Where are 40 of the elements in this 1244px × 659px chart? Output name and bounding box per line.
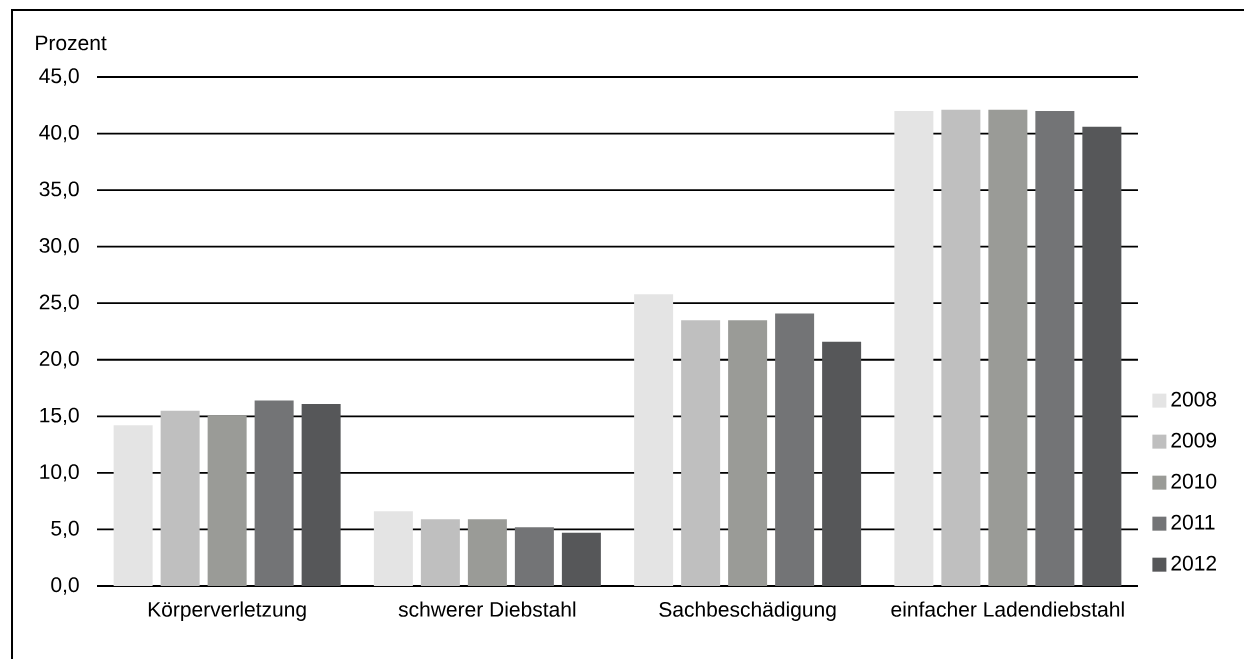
x-tick-label: Sachbeschädigung [659, 601, 836, 621]
bar [941, 109, 981, 586]
bar [514, 527, 554, 586]
x-tick-label: Körperverletzung [148, 601, 306, 621]
bar [373, 511, 413, 586]
legend-label: 2011 [1171, 514, 1215, 530]
legend-label: 2012 [1171, 555, 1217, 571]
bar [1035, 110, 1075, 586]
bar [160, 410, 200, 586]
y-tick-label: 5,0 [51, 520, 79, 539]
legend-label: 2008 [1171, 391, 1217, 407]
y-tick-label: 0,0 [51, 577, 79, 595]
legend-label: 2009 [1171, 432, 1217, 448]
bar [822, 341, 862, 586]
bar [775, 313, 815, 586]
bar [988, 109, 1028, 586]
y-tick-label: 30,0 [39, 238, 79, 256]
bar [561, 532, 601, 586]
x-tick-label: einfacher Ladendiebstahl [891, 601, 1124, 617]
bar [728, 320, 768, 586]
bar [420, 519, 460, 586]
bar [1082, 126, 1122, 586]
bar [254, 400, 294, 586]
x-tick-label: schwerer Diebstahl [398, 601, 576, 617]
y-tick-label: 10,0 [40, 464, 79, 482]
bar [301, 403, 341, 586]
y-tick-label: 40,0 [39, 124, 79, 143]
bar [113, 425, 153, 586]
bar [894, 110, 934, 586]
y-tick-label: 45,0 [39, 68, 79, 86]
bar [207, 415, 247, 586]
bar [467, 519, 507, 586]
y-tick-label: 35,0 [39, 181, 79, 199]
y-tick-label: 20,0 [39, 351, 79, 369]
y-tick-label: 25,0 [39, 294, 79, 312]
bar [681, 320, 721, 586]
y-axis-title: Prozent [36, 35, 107, 51]
legend-label: 2010 [1171, 473, 1217, 489]
y-tick-label: 15,0 [40, 407, 79, 426]
bar [634, 294, 674, 586]
